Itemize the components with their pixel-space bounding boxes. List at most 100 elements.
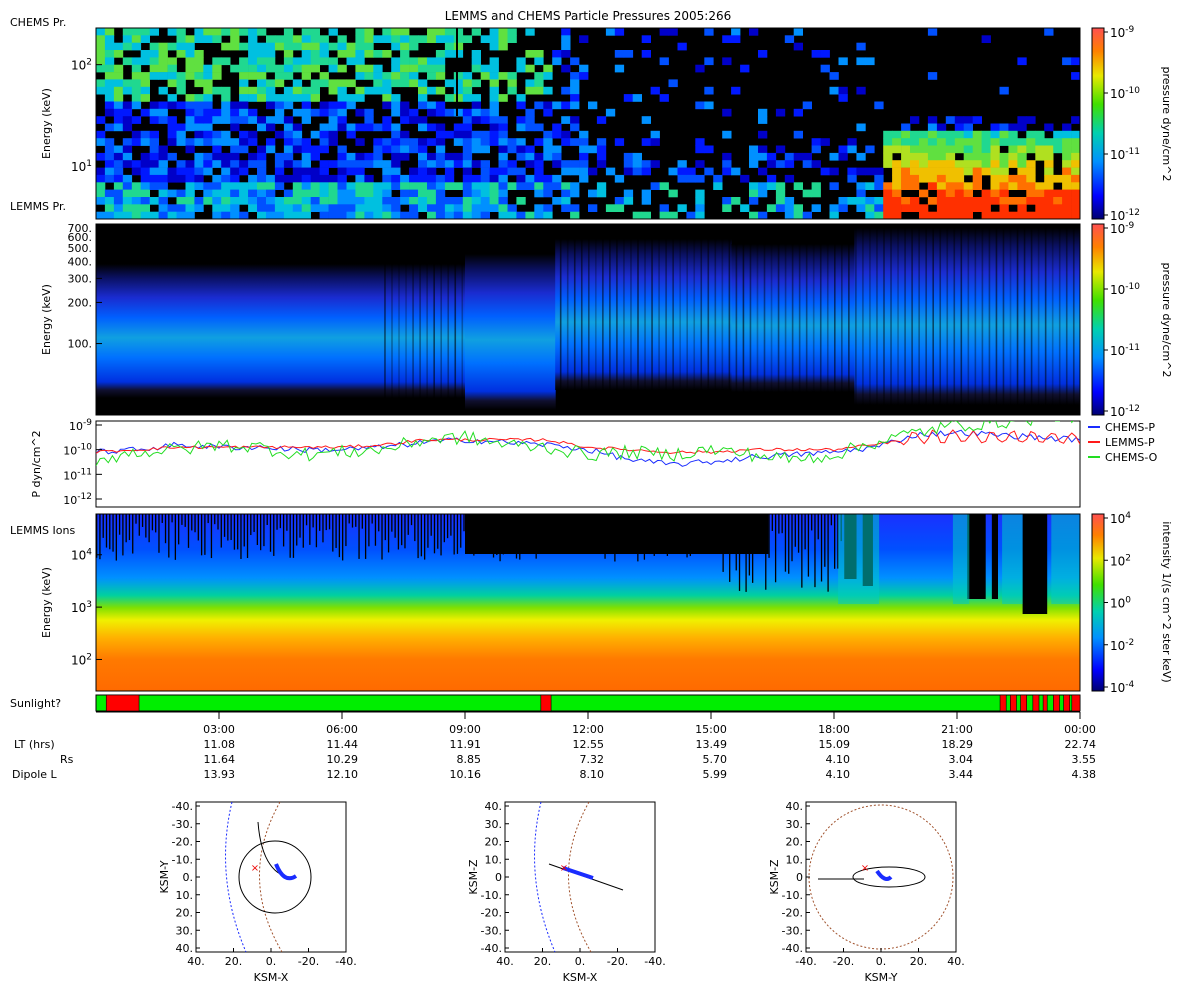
chems-cell	[409, 116, 419, 124]
chems-cell	[570, 182, 580, 190]
chems-cell	[194, 204, 204, 212]
time-tick-label: 03:00	[203, 723, 235, 736]
chems-cell	[212, 160, 222, 168]
chems-cell	[409, 145, 419, 154]
chems-cell	[149, 174, 159, 183]
chems-cell	[355, 72, 365, 80]
ions-dropout	[328, 514, 331, 530]
chems-cell	[257, 174, 267, 183]
chems-cell	[283, 57, 294, 66]
ions-dropout	[417, 514, 419, 559]
chems-cell	[140, 167, 150, 176]
chems-cell	[310, 86, 320, 95]
chems-cell	[203, 28, 213, 36]
chems-cell	[1035, 211, 1045, 219]
chems-cell	[1053, 145, 1063, 154]
chems-cell	[203, 64, 213, 73]
chems-cell	[1071, 182, 1080, 190]
chems-cell	[409, 138, 419, 146]
ions-dropout	[223, 514, 226, 537]
chems-cell	[507, 79, 517, 88]
chems-cell	[444, 167, 455, 176]
lemms-stripe	[658, 224, 660, 415]
chems-cell	[525, 79, 535, 88]
chems-cell	[561, 50, 571, 58]
chems-cell	[945, 138, 956, 146]
chems-cell	[185, 123, 195, 132]
lemms-stripe	[974, 224, 977, 415]
chems-cell	[471, 204, 481, 212]
chems-cell	[266, 145, 276, 154]
chems-cell	[704, 101, 714, 110]
ions-dropout	[302, 514, 304, 548]
chems-cell	[963, 138, 973, 146]
chems-cell	[203, 123, 213, 132]
chems-cell	[212, 152, 222, 161]
chems-cell	[194, 182, 204, 190]
chems-cell	[570, 160, 580, 168]
chems-cell	[659, 204, 669, 212]
chems-cell	[212, 72, 222, 80]
orbit-xtick-label: 40.	[187, 955, 205, 968]
chems-cell	[257, 42, 267, 51]
ions-dropout	[404, 514, 406, 549]
sunlight-shadow-segment	[1009, 694, 1017, 712]
chems-cell	[283, 130, 294, 139]
orbit-ytick-label: 10.	[786, 853, 804, 866]
chems-cell	[409, 182, 419, 190]
chems-cell	[113, 64, 124, 73]
chems-cell	[1071, 174, 1080, 183]
chems-cell	[283, 64, 294, 73]
chems-cell	[605, 204, 616, 212]
chems-cell	[194, 160, 204, 168]
chems-cell	[167, 123, 177, 132]
chems-cell	[963, 182, 973, 190]
chems-cell	[462, 94, 473, 102]
ions-dropout	[109, 514, 111, 550]
chems-cell	[919, 130, 929, 139]
chems-cell	[337, 86, 347, 95]
chems-cell	[480, 130, 490, 139]
chems-cell	[230, 174, 240, 183]
ions-dropout	[253, 514, 255, 532]
chems-cell	[346, 197, 356, 205]
lemms-band	[96, 264, 466, 398]
chems-cell	[901, 123, 911, 132]
chems-cell	[301, 42, 311, 51]
chems-cell	[954, 204, 965, 212]
ions-dropout	[319, 514, 321, 531]
chems-cell	[945, 160, 956, 168]
colorbar-tick-label-base: 10	[1110, 597, 1125, 611]
chems-cell	[1035, 182, 1045, 190]
chems-cell	[391, 182, 401, 190]
chems-cell	[391, 174, 401, 183]
chems-cell	[480, 204, 490, 212]
chems-cell	[534, 182, 544, 190]
chems-cell	[248, 28, 258, 36]
chems-cell	[427, 101, 437, 110]
chems-ytick-label-base: 10	[71, 160, 86, 174]
chems-cell	[865, 182, 875, 190]
lemms-ytick-label: 200.	[68, 296, 93, 309]
chems-cell	[480, 211, 490, 219]
chems-cell	[471, 79, 481, 88]
chems-frame	[95, 27, 1081, 220]
chems-cell	[310, 108, 320, 117]
chems-cell	[203, 116, 213, 124]
chems-cell	[972, 160, 982, 168]
ions-dropout	[279, 514, 281, 529]
ions-dropout	[778, 514, 780, 534]
chems-cell	[579, 130, 589, 139]
ions-dropout	[446, 514, 449, 539]
lemms-stripe	[1065, 224, 1068, 415]
chems-cell	[274, 72, 285, 80]
pressure-ytick-label-exp: -9	[83, 418, 92, 428]
lemms-pressure-frame	[95, 223, 1081, 416]
sunlight-shadow-segment	[540, 694, 552, 712]
chems-cell	[230, 211, 240, 219]
chems-cell	[1026, 189, 1036, 198]
chems-cell	[274, 130, 285, 139]
chems-cell	[1053, 211, 1063, 219]
chems-cell	[257, 167, 267, 176]
chems-cell	[337, 189, 347, 198]
